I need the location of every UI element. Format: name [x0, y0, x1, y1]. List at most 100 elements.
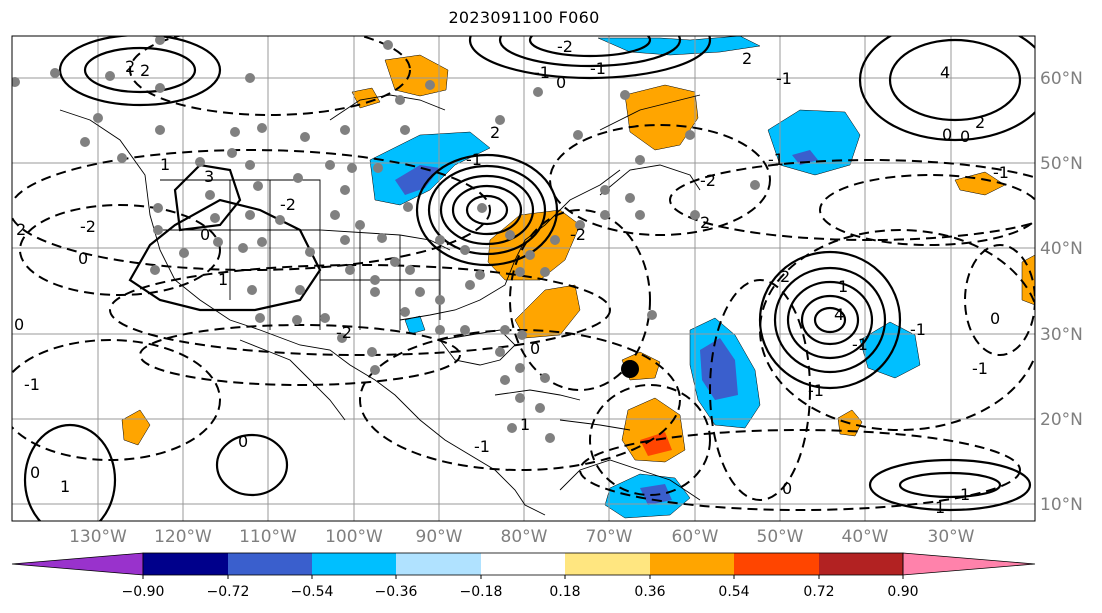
map-canvas	[12, 36, 1035, 521]
shade-blob	[792, 150, 818, 165]
contour-label: -2	[700, 171, 716, 190]
contour-label: 1	[960, 485, 970, 504]
lat-label: 60°N	[1040, 69, 1083, 89]
colorbar-segment	[228, 553, 312, 575]
colorbar-extend-high	[902, 552, 1036, 576]
contour-label: 0	[942, 125, 952, 144]
lon-label: 120°W	[154, 527, 212, 547]
latitude-labels: 60°N 50°N 40°N 30°N 20°N 10°N	[1040, 69, 1083, 515]
lat-label: 50°N	[1040, 154, 1083, 174]
contour-label: 0	[200, 225, 210, 244]
colorbar-tick: −0.54	[291, 584, 334, 600]
lon-label: 70°W	[586, 527, 633, 547]
colorbar-segment	[819, 553, 903, 575]
lon-label: 110°W	[239, 527, 297, 547]
contour-label: 0	[30, 463, 40, 482]
shade-blob	[859, 321, 921, 379]
observation-points	[12, 36, 760, 443]
contour-label: -1	[808, 381, 824, 400]
contour-label: 4	[940, 63, 950, 82]
contour-label: 0	[78, 249, 88, 268]
colorbar-tick: −0.90	[122, 584, 165, 600]
map-frame	[11, 35, 1036, 522]
contour-label: 2	[490, 123, 500, 142]
colorbar-tick: 0.90	[887, 584, 918, 600]
colorbar-segment	[481, 553, 565, 575]
contour-label: -2	[336, 323, 352, 342]
shade-blob	[395, 165, 440, 195]
colorbar: −0.90 −0.72 −0.54 −0.36 −0.18 0.18 0.36 …	[11, 552, 1036, 600]
contour-label: 2	[125, 57, 135, 76]
contour-label: 1	[838, 277, 848, 296]
lat-label: 20°N	[1040, 410, 1083, 430]
colorbar-segment	[565, 553, 650, 575]
contour-label: -1	[466, 150, 482, 169]
colorbar-extend-low	[11, 552, 144, 576]
contour-label: 0	[238, 432, 248, 451]
contour-label: 2	[780, 267, 790, 286]
contour-label: -2	[280, 195, 296, 214]
storm-center-marker	[621, 360, 639, 378]
colorbar-segment	[650, 553, 734, 575]
lon-label: 50°W	[757, 527, 804, 547]
contour-label: -1	[852, 335, 868, 354]
colorbar-tick: 0.54	[718, 584, 749, 600]
contour-label: -1	[910, 320, 926, 339]
colorbar-tick: −0.18	[460, 584, 503, 600]
lon-label: 100°W	[325, 527, 383, 547]
contour-label: 3	[204, 167, 214, 186]
colorbar-segment	[734, 553, 819, 575]
colorbar-segment	[312, 553, 396, 575]
contour-label: -1	[534, 63, 550, 82]
lon-label: 90°W	[416, 527, 463, 547]
contour-label: -1	[590, 59, 606, 78]
lon-label: 80°W	[501, 527, 548, 547]
lon-label: 60°W	[672, 527, 719, 547]
colorbar-tick: 0.72	[803, 584, 834, 600]
contour-label: 0	[530, 339, 540, 358]
colorbar-tick: 0.18	[549, 584, 580, 600]
contour-label: 0	[556, 73, 566, 92]
lat-label: 30°N	[1040, 325, 1083, 345]
contour-label: 2	[140, 61, 150, 80]
lon-label: 130°W	[69, 527, 127, 547]
shade-blob	[767, 109, 861, 176]
contour-label: 2	[16, 220, 26, 239]
contour-label: -1	[776, 69, 792, 88]
lat-label: 40°N	[1040, 239, 1083, 259]
contour-label: -1	[972, 359, 988, 378]
colorbar-tick: −0.72	[207, 584, 250, 600]
contour-label: 0	[990, 309, 1000, 328]
contour-label: 0	[960, 127, 970, 146]
contour-label: 2	[975, 113, 985, 132]
contour-label: 0	[14, 315, 24, 334]
colorbar-tick: 0.36	[634, 584, 665, 600]
contour-label: -2	[80, 217, 96, 236]
lat-label: 10°N	[1040, 495, 1083, 515]
contour-label: -1	[768, 150, 784, 169]
colorbar-segment	[143, 553, 228, 575]
contour-label: 4	[834, 305, 844, 324]
contour-label: -2	[570, 225, 586, 244]
contour-label: 1	[60, 477, 70, 496]
contour-label: -1	[24, 375, 40, 394]
contour-label: -1	[993, 163, 1009, 182]
colorbar-tick: −0.36	[375, 584, 418, 600]
lon-label: 40°W	[842, 527, 889, 547]
contour-label: 0	[782, 479, 792, 498]
longitude-labels: 130°W 120°W 110°W 100°W 90°W 80°W 70°W 6…	[69, 527, 975, 547]
shade-blob	[351, 87, 381, 109]
coastlines	[59, 94, 701, 516]
map-title: 2023091100 F060	[448, 8, 600, 27]
shade-blob	[1021, 254, 1035, 306]
contour-label: 2	[742, 49, 752, 68]
solid-contours	[23, 36, 1035, 521]
colorbar-segment	[396, 553, 481, 575]
contour-label: 1	[218, 270, 228, 289]
contour-label: -1	[474, 437, 490, 456]
contour-labels: 2 2 3 1 0 -2 2 0 -1 1 0 -2 2 -1 4 2 0 -1…	[14, 37, 1009, 517]
contour-label: -2	[557, 37, 573, 56]
lon-label: 30°W	[928, 527, 975, 547]
contour-label: 1	[935, 498, 945, 517]
